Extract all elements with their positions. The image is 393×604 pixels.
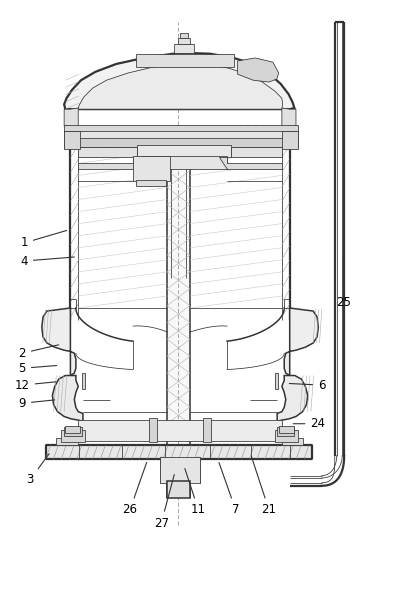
Bar bbox=[160, 457, 200, 483]
Bar bbox=[137, 146, 231, 158]
Polygon shape bbox=[277, 376, 308, 422]
Bar bbox=[277, 428, 294, 435]
Text: 3: 3 bbox=[26, 454, 49, 486]
Bar bbox=[136, 54, 234, 67]
Bar bbox=[64, 125, 298, 132]
Text: 21: 21 bbox=[252, 457, 276, 516]
Bar bbox=[82, 373, 85, 390]
Polygon shape bbox=[238, 58, 279, 82]
Text: 26: 26 bbox=[123, 463, 147, 516]
Bar bbox=[64, 428, 82, 435]
Polygon shape bbox=[64, 53, 294, 109]
Bar bbox=[64, 138, 298, 147]
Text: 27: 27 bbox=[154, 475, 174, 530]
Bar bbox=[178, 38, 190, 44]
Bar bbox=[149, 418, 157, 442]
Bar bbox=[279, 426, 294, 433]
Text: 2: 2 bbox=[18, 345, 59, 360]
Bar bbox=[64, 131, 80, 149]
Text: 5: 5 bbox=[18, 362, 57, 375]
Bar bbox=[136, 180, 166, 186]
Bar bbox=[78, 420, 282, 440]
Polygon shape bbox=[284, 308, 318, 376]
Polygon shape bbox=[42, 308, 76, 376]
Text: 4: 4 bbox=[20, 254, 74, 268]
Bar bbox=[282, 131, 298, 149]
Text: 11: 11 bbox=[185, 469, 206, 516]
Text: 25: 25 bbox=[336, 257, 351, 309]
Bar bbox=[174, 44, 194, 53]
Polygon shape bbox=[78, 63, 283, 109]
Bar bbox=[275, 373, 278, 390]
Bar bbox=[133, 156, 170, 181]
Bar bbox=[61, 430, 85, 442]
Text: 24: 24 bbox=[293, 417, 325, 430]
Bar bbox=[282, 438, 303, 445]
Polygon shape bbox=[64, 108, 78, 129]
Bar bbox=[275, 430, 298, 442]
Polygon shape bbox=[52, 376, 83, 422]
Bar bbox=[167, 146, 190, 440]
Bar bbox=[167, 481, 190, 498]
Bar bbox=[203, 418, 211, 442]
Polygon shape bbox=[282, 108, 296, 129]
Polygon shape bbox=[231, 147, 282, 158]
Bar bbox=[46, 445, 312, 458]
Text: 9: 9 bbox=[18, 397, 55, 410]
Bar bbox=[64, 131, 298, 140]
Bar bbox=[56, 438, 78, 445]
Polygon shape bbox=[78, 147, 137, 158]
Polygon shape bbox=[78, 158, 141, 170]
Bar bbox=[180, 33, 188, 38]
Bar bbox=[65, 426, 80, 433]
Bar bbox=[141, 156, 227, 170]
Text: 6: 6 bbox=[289, 379, 325, 391]
Text: 12: 12 bbox=[15, 379, 56, 391]
Text: 1: 1 bbox=[20, 231, 66, 249]
Text: 7: 7 bbox=[219, 463, 239, 516]
Polygon shape bbox=[219, 158, 282, 170]
